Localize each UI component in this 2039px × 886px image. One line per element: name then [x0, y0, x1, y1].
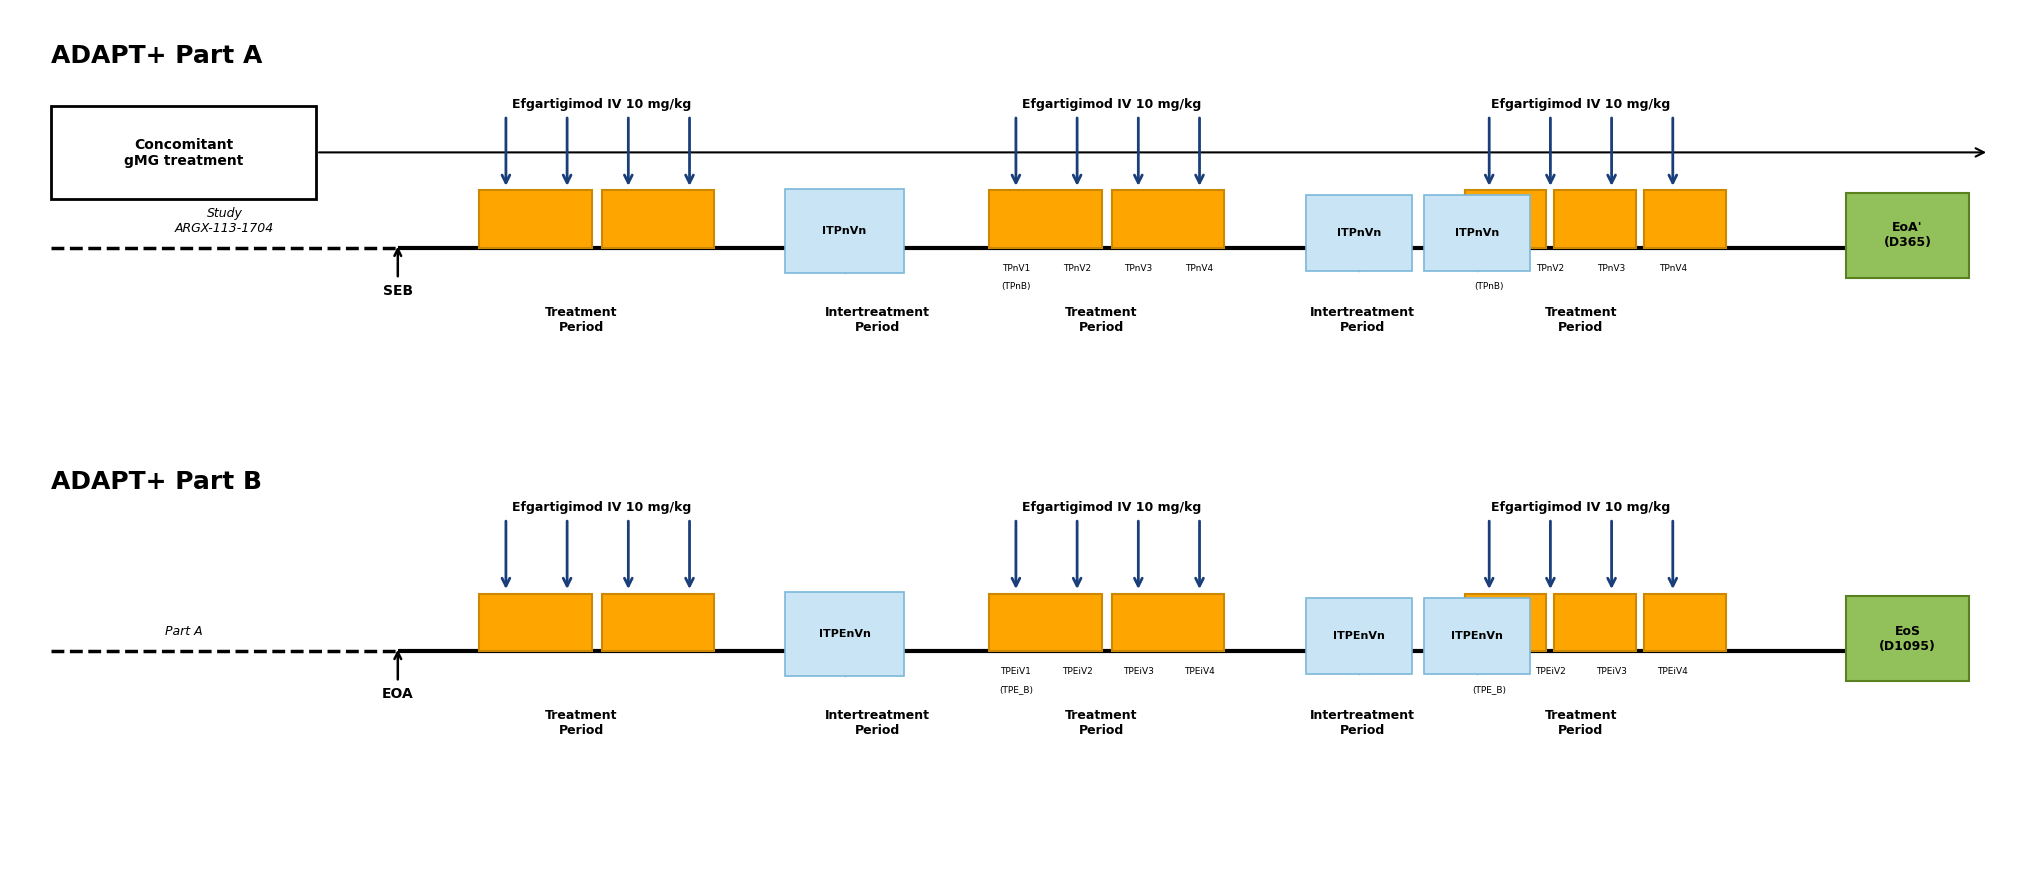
Text: SEB: SEB	[383, 284, 412, 298]
Text: Efgartigimod IV 10 mg/kg: Efgartigimod IV 10 mg/kg	[1491, 97, 1670, 111]
Text: Part A: Part A	[165, 625, 202, 638]
Text: TPEiV4: TPEiV4	[1656, 667, 1688, 676]
Text: Treatment
Period: Treatment Period	[1544, 306, 1617, 334]
Bar	[602, 190, 714, 248]
Text: Treatment
Period: Treatment Period	[1064, 709, 1138, 737]
Bar	[1111, 594, 1223, 651]
Bar	[602, 594, 714, 651]
Text: ITPnVn: ITPnVn	[822, 226, 867, 237]
Text: TPnV4: TPnV4	[1658, 264, 1686, 273]
Text: TPnV2: TPnV2	[1535, 264, 1564, 273]
Text: Intertreatment
Period: Intertreatment Period	[824, 306, 930, 334]
Text: TPnV1: TPnV1	[1474, 264, 1503, 273]
Text: Study
ARGX-113-1704: Study ARGX-113-1704	[175, 206, 273, 235]
Text: Efgartigimod IV 10 mg/kg: Efgartigimod IV 10 mg/kg	[512, 97, 691, 111]
Text: ITPEnVn: ITPEnVn	[1450, 631, 1503, 641]
Bar	[479, 190, 591, 248]
Text: TPnV3: TPnV3	[1123, 264, 1152, 273]
Text: Treatment
Period: Treatment Period	[544, 709, 618, 737]
Text: Intertreatment
Period: Intertreatment Period	[1309, 709, 1415, 737]
Text: (TPnB): (TPnB)	[1474, 282, 1503, 291]
Bar	[1845, 193, 1968, 277]
Text: Efgartigimod IV 10 mg/kg: Efgartigimod IV 10 mg/kg	[512, 501, 691, 514]
Bar	[1464, 190, 1546, 248]
Text: ADAPT+ Part B: ADAPT+ Part B	[51, 470, 261, 494]
Text: TPEiV2: TPEiV2	[1060, 667, 1093, 676]
Bar	[1305, 196, 1411, 271]
Text: ITPEnVn: ITPEnVn	[1331, 631, 1384, 641]
Text: TPEiV3: TPEiV3	[1594, 667, 1627, 676]
Bar	[51, 106, 316, 199]
Text: TPEiV2: TPEiV2	[1533, 667, 1566, 676]
Text: Treatment
Period: Treatment Period	[544, 306, 618, 334]
Text: ITPnVn: ITPnVn	[1454, 228, 1499, 238]
Text: TPEiV3: TPEiV3	[1121, 667, 1154, 676]
Bar	[989, 190, 1101, 248]
Text: ADAPT+ Part A: ADAPT+ Part A	[51, 44, 263, 68]
Text: TPnV3: TPnV3	[1597, 264, 1625, 273]
Text: EoS
(D1095): EoS (D1095)	[1878, 625, 1935, 653]
Bar	[1643, 190, 1725, 248]
Bar	[1554, 190, 1635, 248]
Bar	[989, 594, 1101, 651]
Text: Efgartigimod IV 10 mg/kg: Efgartigimod IV 10 mg/kg	[1022, 97, 1201, 111]
Text: TPEiV1: TPEiV1	[1472, 667, 1505, 676]
Text: Efgartigimod IV 10 mg/kg: Efgartigimod IV 10 mg/kg	[1491, 501, 1670, 514]
Bar	[1305, 599, 1411, 673]
Text: TPnV1: TPnV1	[1001, 264, 1030, 273]
Text: (TPE_B): (TPE_B)	[1472, 685, 1505, 694]
Text: Efgartigimod IV 10 mg/kg: Efgartigimod IV 10 mg/kg	[1022, 501, 1201, 514]
Text: TPnV2: TPnV2	[1062, 264, 1091, 273]
Text: ITPnVn: ITPnVn	[1336, 228, 1380, 238]
Text: Intertreatment
Period: Intertreatment Period	[824, 709, 930, 737]
Bar	[1643, 594, 1725, 651]
Text: TPnV4: TPnV4	[1185, 264, 1213, 273]
Bar	[785, 593, 903, 677]
Text: TPEiV4: TPEiV4	[1183, 667, 1215, 676]
Text: ITPEnVn: ITPEnVn	[818, 629, 871, 640]
Bar	[479, 594, 591, 651]
Text: (TPE_B): (TPE_B)	[999, 685, 1032, 694]
Text: Treatment
Period: Treatment Period	[1064, 306, 1138, 334]
Bar	[1423, 196, 1529, 271]
Bar	[785, 190, 903, 274]
Bar	[1845, 596, 1968, 680]
Bar	[1464, 594, 1546, 651]
Text: TPEiV1: TPEiV1	[999, 667, 1032, 676]
Text: Concomitant
gMG treatment: Concomitant gMG treatment	[124, 137, 243, 168]
Text: (TPnB): (TPnB)	[1001, 282, 1030, 291]
Text: EOA: EOA	[381, 687, 414, 701]
Text: Intertreatment
Period: Intertreatment Period	[1309, 306, 1415, 334]
Bar	[1554, 594, 1635, 651]
Text: EoA'
(D365): EoA' (D365)	[1882, 222, 1931, 250]
Bar	[1423, 599, 1529, 673]
Bar	[1111, 190, 1223, 248]
Text: Treatment
Period: Treatment Period	[1544, 709, 1617, 737]
